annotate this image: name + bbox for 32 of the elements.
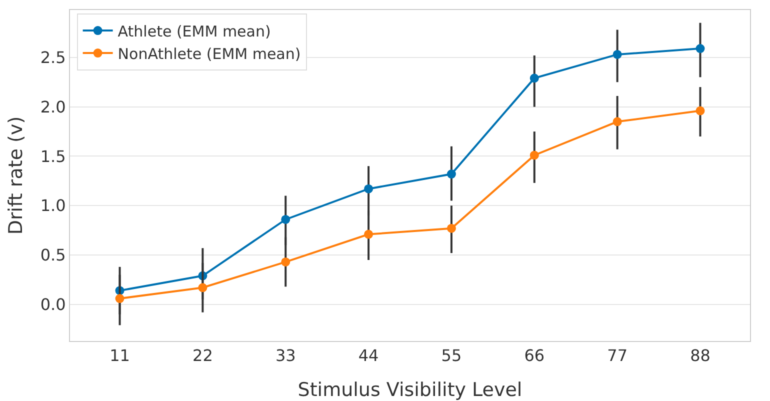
point: [281, 257, 290, 266]
point: [696, 44, 705, 54]
y-tick-label: 0.5: [40, 246, 66, 265]
legend-label: Athlete (EMM mean): [118, 22, 271, 40]
point: [612, 117, 622, 126]
point: [446, 224, 456, 233]
point: [530, 74, 539, 83]
x-tick-label: 33: [275, 346, 296, 366]
x-tick-label: 88: [690, 346, 710, 366]
x-tick-label: 22: [192, 346, 213, 366]
x-tick-label: 11: [110, 346, 130, 366]
x-axis-title: Stimulus Visibility Level: [298, 379, 522, 401]
point: [364, 184, 374, 194]
point: [281, 214, 290, 224]
y-tick-label: 1.5: [40, 146, 66, 166]
x-tick-label: 77: [607, 346, 628, 366]
legend-label: NonAthlete (EMM mean): [118, 44, 301, 63]
y-tick-label: 2.0: [40, 97, 66, 116]
point: [446, 170, 456, 179]
x-tick-label: 55: [441, 346, 462, 366]
point: [198, 283, 208, 292]
y-tick-label: 2.5: [40, 48, 66, 68]
point: [612, 50, 622, 59]
point: [115, 294, 124, 304]
x-tick-label: 66: [524, 346, 545, 366]
y-axis-title: Drift rate (v): [5, 116, 27, 235]
point: [696, 106, 705, 116]
point: [530, 150, 539, 160]
y-tick-label: 1.0: [40, 196, 66, 216]
point: [364, 230, 374, 239]
x-tick-label: 44: [358, 346, 379, 366]
y-tick-label: 0.0: [40, 295, 66, 314]
